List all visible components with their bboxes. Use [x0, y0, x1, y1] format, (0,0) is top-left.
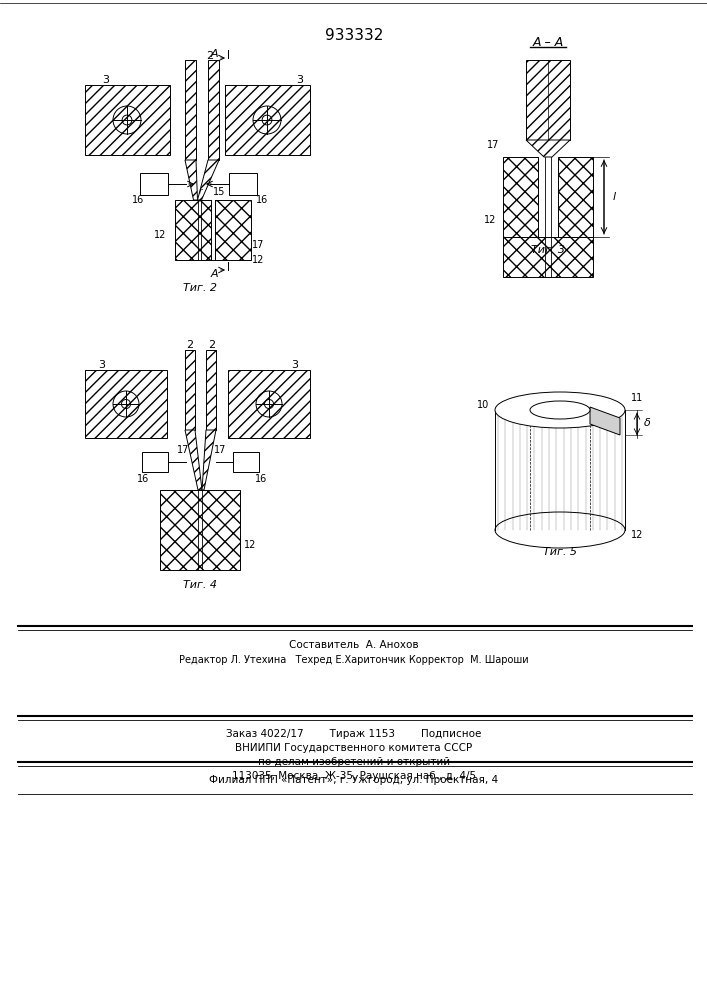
Text: по делам изобретений и открытий: по делам изобретений и открытий — [258, 757, 450, 767]
Bar — [140, 173, 168, 195]
Text: 16: 16 — [137, 474, 149, 484]
Ellipse shape — [530, 401, 590, 419]
Text: ВНИИПИ Государственного комитета СССР: ВНИИПИ Государственного комитета СССР — [235, 743, 472, 753]
Text: r: r — [198, 188, 201, 196]
Text: 3: 3 — [98, 360, 105, 370]
Bar — [211, 200, 215, 260]
Text: A: A — [210, 49, 218, 59]
Polygon shape — [202, 430, 216, 490]
Text: l: l — [612, 192, 616, 202]
Text: A – A: A – A — [532, 35, 563, 48]
Bar — [85, 370, 167, 438]
Text: Τиг. 5: Τиг. 5 — [543, 547, 577, 557]
Bar — [142, 452, 168, 472]
Text: Τиг. 2: Τиг. 2 — [183, 283, 217, 293]
Bar — [175, 200, 213, 260]
Bar — [225, 85, 310, 155]
Text: 2: 2 — [206, 51, 214, 61]
Text: 17: 17 — [214, 445, 226, 455]
Bar — [558, 157, 593, 237]
Bar — [160, 490, 240, 570]
Bar — [233, 452, 259, 472]
Bar — [208, 60, 219, 160]
Text: 12: 12 — [631, 530, 643, 540]
Text: Филиал ППП «Патент», г. Ужгород, ул. Проектная, 4: Филиал ППП «Патент», г. Ужгород, ул. Про… — [209, 775, 498, 785]
Text: 2: 2 — [209, 340, 216, 350]
Polygon shape — [590, 407, 620, 435]
Text: 17: 17 — [252, 240, 264, 250]
Text: 17: 17 — [177, 445, 189, 455]
Text: Заказ 4022/17        Тираж 1153        Подписное: Заказ 4022/17 Тираж 1153 Подписное — [226, 729, 481, 739]
Text: 15: 15 — [213, 187, 226, 197]
Text: 2: 2 — [187, 340, 194, 350]
Text: 3: 3 — [291, 360, 298, 370]
Text: 16: 16 — [256, 195, 268, 205]
Text: 3: 3 — [296, 75, 303, 85]
Ellipse shape — [495, 392, 625, 428]
Text: A: A — [210, 269, 218, 279]
Bar — [503, 157, 538, 237]
Polygon shape — [185, 160, 197, 200]
Text: 12: 12 — [154, 230, 166, 240]
Polygon shape — [197, 160, 219, 200]
Bar — [229, 173, 257, 195]
Text: 12: 12 — [244, 540, 256, 550]
Polygon shape — [526, 140, 570, 157]
Bar — [213, 200, 251, 260]
Text: 17: 17 — [487, 140, 499, 150]
Bar — [185, 350, 195, 430]
Text: 12: 12 — [252, 255, 264, 265]
Text: 16: 16 — [132, 195, 144, 205]
Bar — [228, 370, 310, 438]
Text: 3: 3 — [103, 75, 110, 85]
Bar — [85, 85, 170, 155]
Text: 933332: 933332 — [325, 27, 383, 42]
Bar — [185, 60, 196, 160]
Bar — [206, 350, 216, 430]
Text: 12: 12 — [484, 215, 496, 225]
Polygon shape — [185, 430, 202, 490]
Text: 10: 10 — [477, 400, 489, 410]
Bar — [503, 237, 593, 277]
Text: Τиг. 3: Τиг. 3 — [531, 245, 565, 255]
Text: 11: 11 — [631, 393, 643, 403]
Text: Редактор Л. Утехина   Техред Е.Харитончик Корректор  М. Шароши: Редактор Л. Утехина Техред Е.Харитончик … — [179, 655, 529, 665]
Text: Τиг. 4: Τиг. 4 — [183, 580, 217, 590]
Text: Составитель  А. Анохов: Составитель А. Анохов — [289, 640, 419, 650]
Text: δ: δ — [643, 418, 650, 428]
Text: 16: 16 — [255, 474, 267, 484]
Bar — [526, 60, 570, 140]
Text: 113035, Москва, Ж-35, Раушская наб., д. 4/5: 113035, Москва, Ж-35, Раушская наб., д. … — [232, 771, 476, 781]
